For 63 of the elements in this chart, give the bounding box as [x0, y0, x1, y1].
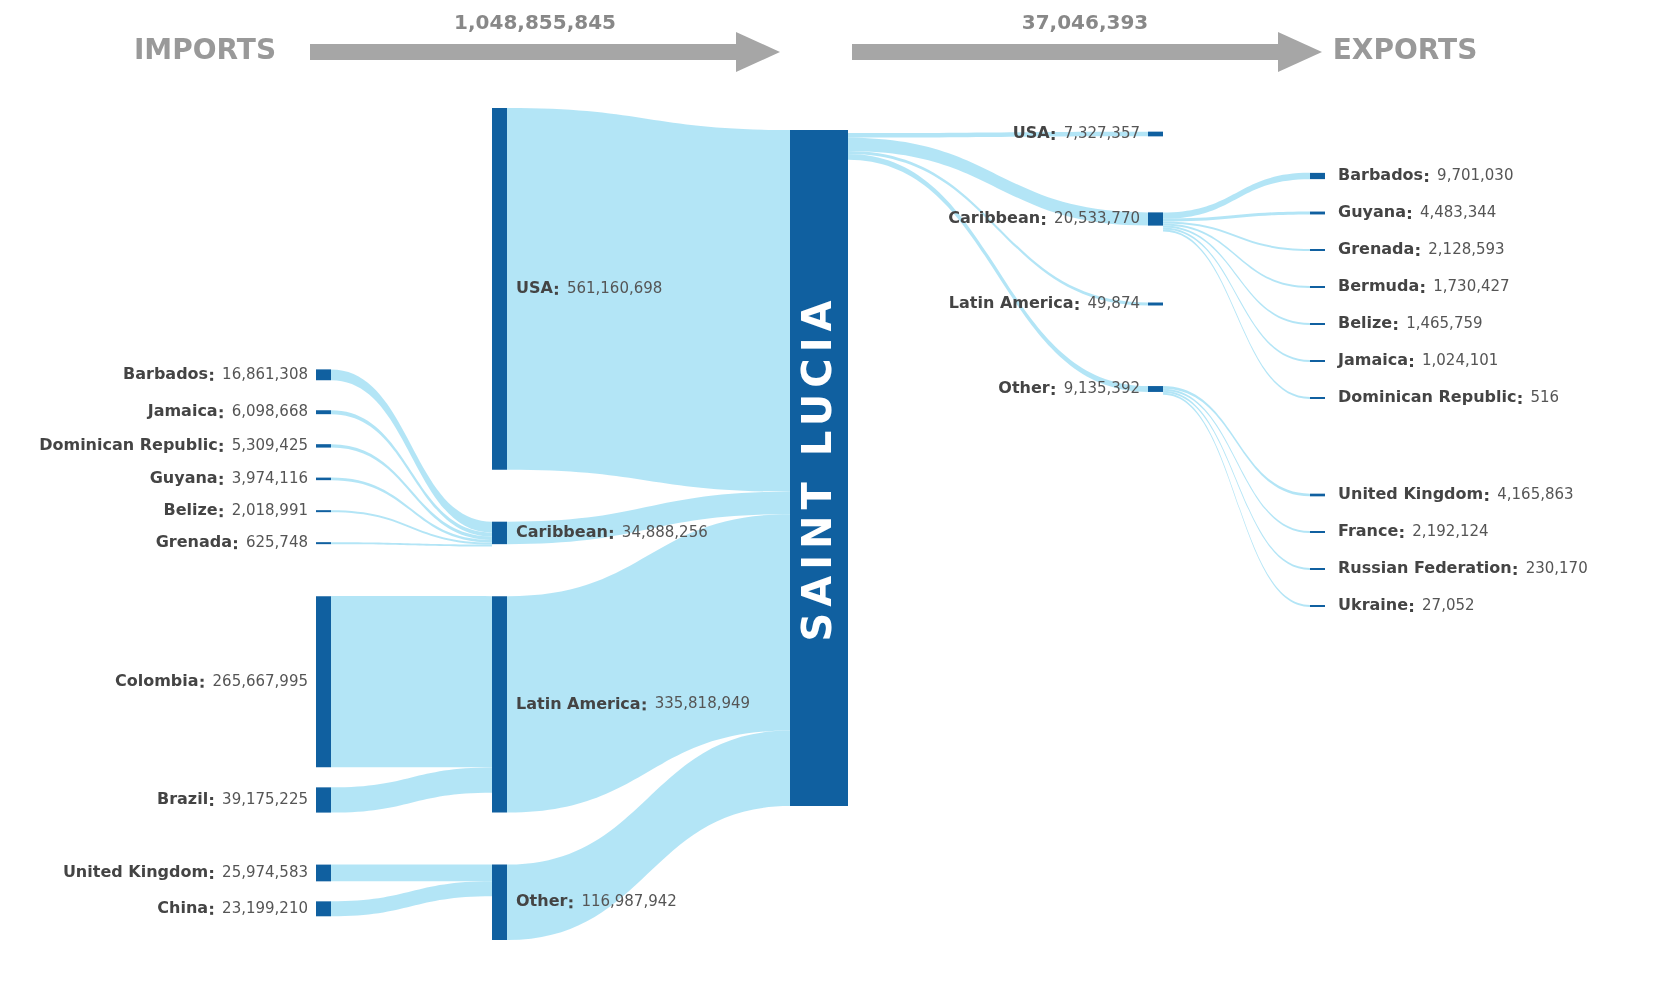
data-label: 7,327,357	[1063, 123, 1140, 142]
data-label: 9,701,030	[1437, 165, 1514, 184]
category-label: France	[1338, 521, 1399, 541]
category-label: United Kingdom	[1338, 484, 1484, 504]
category-label: Other	[998, 378, 1050, 398]
data-label: 265,667,995	[212, 671, 309, 690]
category-label: Dominican Republic	[39, 435, 218, 455]
data-label: 230,170	[1525, 558, 1588, 577]
data-label: 1,465,759	[1406, 313, 1483, 332]
category-label: United Kingdom	[62, 862, 209, 882]
category-label: Jamaica	[146, 401, 218, 421]
data-label: 2,192,124	[1412, 521, 1489, 540]
category-label: Guyana	[1338, 202, 1406, 222]
category-label: Grenada	[155, 532, 232, 552]
category-label: USA	[1012, 123, 1051, 143]
category-label: Belize	[1338, 313, 1393, 333]
category-label: Caribbean	[516, 522, 608, 542]
category-label: China	[157, 897, 209, 917]
data-label: 5,309,425	[231, 435, 308, 454]
data-label: 20,533,770	[1054, 208, 1141, 227]
data-label: 27,052	[1422, 595, 1475, 614]
text: IMPORTS	[133, 33, 277, 67]
category-label: Jamaica	[1337, 350, 1408, 370]
data-label: 516	[1530, 387, 1560, 406]
data-label: 39,175,225	[222, 789, 309, 808]
data-label: 116,987,942	[581, 892, 677, 911]
category-label: Barbados	[123, 363, 209, 383]
data-label: 1,730,427	[1433, 276, 1510, 295]
data-label: 561,160,698	[566, 278, 663, 297]
category-label: Other	[516, 891, 568, 911]
data-label: 25,974,583	[222, 862, 309, 881]
data-label: 23,199,210	[222, 898, 309, 917]
text: EXPORTS	[1332, 33, 1478, 67]
category-label: Dominican Republic	[1338, 387, 1517, 407]
data-label: 16,861,308	[222, 364, 309, 383]
text: SAINT LUCIA	[794, 294, 841, 642]
text: 37,046,393	[1021, 10, 1149, 35]
category-label: Ukraine	[1338, 595, 1409, 615]
data-label: 625,748	[245, 533, 308, 552]
data-label: 3,974,116	[231, 468, 308, 487]
data-label: 1,024,101	[1421, 350, 1499, 369]
data-label: 4,483,344	[1419, 202, 1497, 221]
data-label: 4,165,863	[1497, 484, 1574, 503]
category-label: Belize	[163, 500, 218, 520]
data-label: 34,888,256	[621, 522, 708, 541]
category-label: Bermuda	[1338, 276, 1420, 296]
data-label: 2,018,991	[231, 501, 308, 520]
category-label: Grenada	[1338, 239, 1415, 259]
data-label: 6,098,668	[231, 402, 308, 421]
data-label: 2,128,593	[1428, 239, 1505, 258]
category-label: Caribbean	[948, 208, 1041, 228]
text: 1,048,855,845	[454, 10, 616, 35]
category-label: Latin America	[948, 293, 1074, 313]
data-label: 9,135,392	[1063, 378, 1140, 397]
data-label: 335,818,949	[654, 694, 751, 713]
category-label: USA	[516, 277, 554, 297]
category-label: Guyana	[149, 468, 218, 488]
category-label: Latin America	[516, 693, 641, 713]
category-label: Barbados	[1338, 165, 1424, 185]
category-label: Colombia	[114, 670, 199, 690]
data-label: 49,874	[1087, 293, 1141, 312]
category-label: Russian Federation	[1338, 558, 1512, 578]
category-label: Brazil	[156, 789, 209, 809]
